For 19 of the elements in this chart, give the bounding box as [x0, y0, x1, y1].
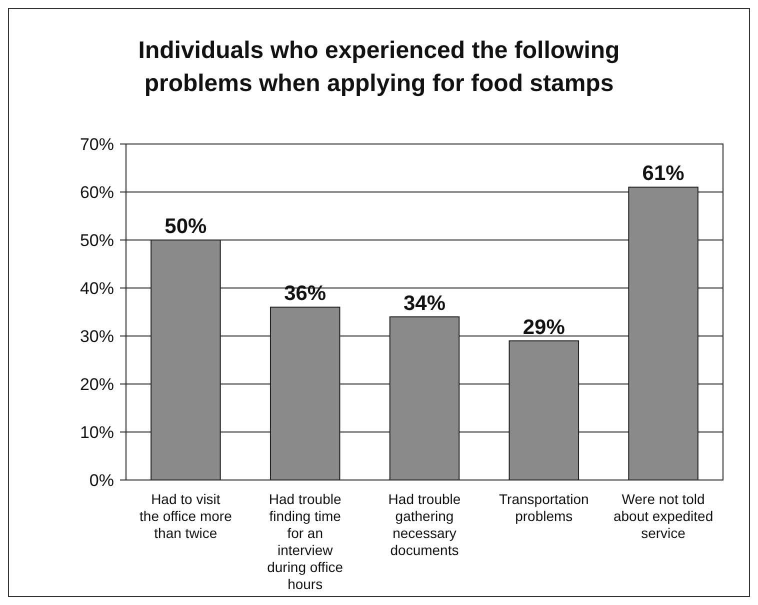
chart-title: Individuals who experienced the following problems when applying for food stamps	[138, 37, 620, 97]
y-tick-label: 60%	[80, 182, 114, 202]
y-tick-label: 20%	[80, 374, 114, 394]
data-label: 36%	[284, 282, 326, 306]
y-tick-label: 30%	[80, 326, 114, 346]
y-tick-label: 40%	[80, 278, 114, 298]
x-tick-label: Had to visit the office more than twice	[140, 491, 232, 541]
x-tick-label: Transportation problems	[499, 491, 589, 524]
y-tick-label: 50%	[80, 230, 114, 250]
x-tick-label: Were not told about expedited service	[613, 491, 714, 541]
y-tick-label: 70%	[80, 134, 114, 154]
y-tick-label: 0%	[89, 470, 114, 490]
data-label: 34%	[403, 292, 446, 315]
y-tick-label: 10%	[80, 422, 114, 442]
data-label: 29%	[522, 316, 566, 339]
data-label: 61%	[642, 162, 685, 186]
data-label: 50%	[164, 215, 208, 238]
x-tick-label: Had trouble finding time for an interview during office hours	[267, 491, 344, 592]
x-tick-label: Had trouble gathering necessary documents	[388, 491, 461, 558]
